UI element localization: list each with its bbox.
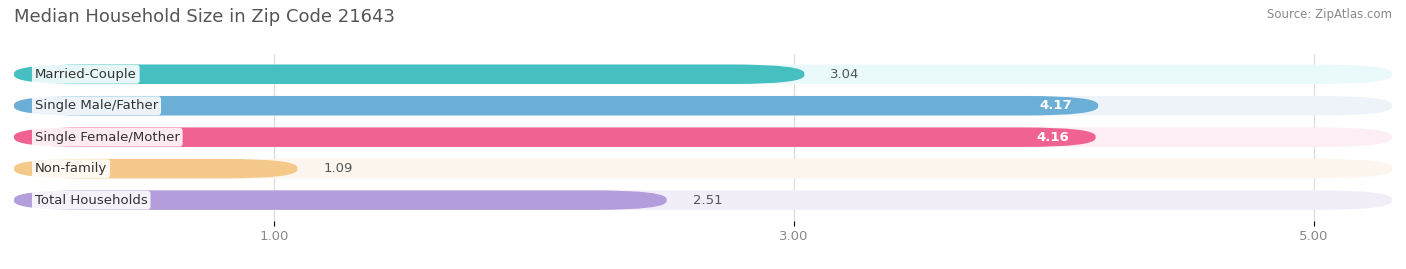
FancyBboxPatch shape bbox=[14, 190, 666, 210]
Text: 4.16: 4.16 bbox=[1036, 131, 1070, 144]
Text: 2.51: 2.51 bbox=[693, 194, 723, 207]
FancyBboxPatch shape bbox=[14, 96, 1098, 115]
Text: 3.04: 3.04 bbox=[831, 68, 859, 81]
Text: Total Households: Total Households bbox=[35, 194, 148, 207]
Text: 1.09: 1.09 bbox=[323, 162, 353, 175]
Text: 4.17: 4.17 bbox=[1039, 99, 1073, 112]
Text: Median Household Size in Zip Code 21643: Median Household Size in Zip Code 21643 bbox=[14, 8, 395, 26]
FancyBboxPatch shape bbox=[14, 128, 1095, 147]
FancyBboxPatch shape bbox=[14, 65, 1392, 84]
FancyBboxPatch shape bbox=[14, 159, 298, 178]
Text: Single Female/Mother: Single Female/Mother bbox=[35, 131, 180, 144]
FancyBboxPatch shape bbox=[14, 128, 1392, 147]
FancyBboxPatch shape bbox=[14, 190, 1392, 210]
FancyBboxPatch shape bbox=[14, 96, 1392, 115]
FancyBboxPatch shape bbox=[14, 65, 804, 84]
FancyBboxPatch shape bbox=[14, 159, 1392, 178]
Text: Single Male/Father: Single Male/Father bbox=[35, 99, 157, 112]
Text: Married-Couple: Married-Couple bbox=[35, 68, 136, 81]
Text: Non-family: Non-family bbox=[35, 162, 107, 175]
Text: Source: ZipAtlas.com: Source: ZipAtlas.com bbox=[1267, 8, 1392, 21]
